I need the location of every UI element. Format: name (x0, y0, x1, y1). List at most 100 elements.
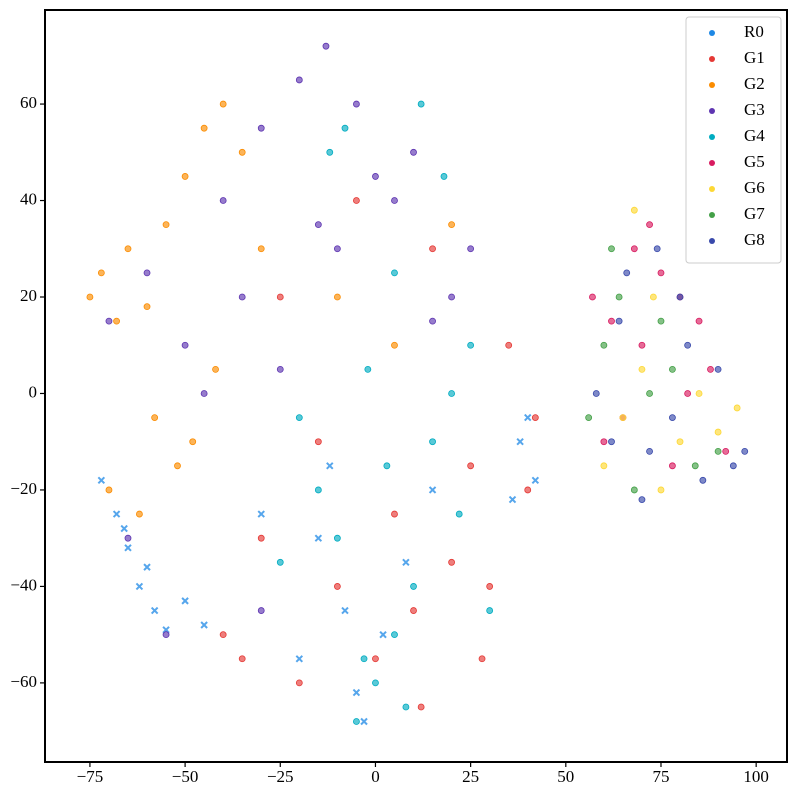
point (646, 221, 653, 229)
legend-marker (709, 56, 715, 62)
point (691, 462, 699, 470)
legend-marker (709, 160, 715, 166)
point (657, 317, 665, 325)
point (151, 414, 159, 421)
point (391, 341, 398, 349)
point (486, 607, 494, 614)
point (410, 148, 417, 156)
point (741, 447, 749, 455)
x-tick-label: −50 (172, 767, 199, 786)
point (181, 597, 189, 605)
point (684, 341, 692, 349)
point (353, 718, 360, 725)
point (97, 476, 106, 485)
legend-label: G7 (744, 204, 765, 223)
point (448, 558, 455, 566)
point (615, 317, 623, 325)
point (391, 510, 398, 518)
point (124, 245, 132, 253)
point (410, 583, 417, 590)
y-tick-label: 20 (20, 286, 37, 305)
point (486, 583, 494, 590)
point (322, 42, 330, 50)
legend-box (685, 16, 782, 264)
point (391, 197, 398, 204)
point (448, 293, 455, 301)
y-tick-label: 0 (29, 382, 38, 401)
point (219, 100, 227, 108)
point (372, 655, 379, 663)
point (341, 124, 349, 132)
point (257, 534, 265, 542)
point (733, 404, 741, 412)
series-g7 (585, 245, 722, 494)
legend-marker (709, 82, 715, 88)
point (638, 365, 646, 373)
point (364, 365, 372, 373)
point (257, 510, 265, 518)
point (608, 317, 615, 325)
x-tick-label: 25 (462, 767, 479, 786)
y-tick-label: 40 (20, 189, 37, 208)
legend-label: G4 (744, 126, 765, 145)
point (676, 293, 684, 301)
x-tick-label: 75 (652, 767, 669, 786)
point (638, 341, 646, 349)
point (314, 438, 322, 446)
point (600, 341, 608, 349)
point (585, 414, 593, 421)
point (669, 462, 676, 470)
point (181, 173, 189, 180)
point (684, 390, 692, 397)
point (276, 558, 284, 566)
series-g4 (276, 100, 494, 725)
point (417, 100, 425, 108)
point (657, 486, 665, 494)
point (97, 269, 105, 277)
point (722, 447, 730, 455)
point (714, 365, 722, 373)
point (200, 621, 208, 629)
point (143, 563, 151, 571)
point (714, 447, 722, 455)
series-g2 (86, 100, 455, 518)
point (333, 293, 341, 301)
point (615, 293, 623, 301)
point (295, 76, 303, 84)
y-tick-label: −20 (10, 479, 37, 498)
point (505, 341, 513, 349)
point (360, 717, 368, 726)
point (372, 173, 379, 180)
point (608, 438, 615, 446)
legend-marker (709, 134, 715, 140)
y-tick-label: 60 (20, 93, 37, 112)
point (516, 438, 524, 446)
point (174, 462, 181, 470)
series-g3 (105, 42, 475, 639)
point (326, 148, 334, 156)
x-tick-label: −75 (77, 767, 104, 786)
point (219, 197, 227, 204)
point (162, 221, 170, 229)
point (524, 413, 532, 422)
point (448, 390, 455, 397)
point (623, 269, 631, 277)
series-g1 (219, 197, 539, 711)
point (200, 390, 208, 397)
point (219, 631, 227, 639)
point (314, 486, 322, 494)
point (448, 221, 455, 229)
point (669, 414, 676, 421)
point (646, 390, 653, 397)
legend-marker (709, 238, 715, 244)
point (238, 293, 246, 301)
point (707, 365, 714, 373)
point (619, 414, 627, 421)
y-tick-label: −40 (10, 575, 37, 594)
point (314, 534, 323, 542)
point (295, 414, 303, 421)
point (352, 688, 361, 697)
point (391, 269, 398, 277)
point (238, 148, 246, 156)
